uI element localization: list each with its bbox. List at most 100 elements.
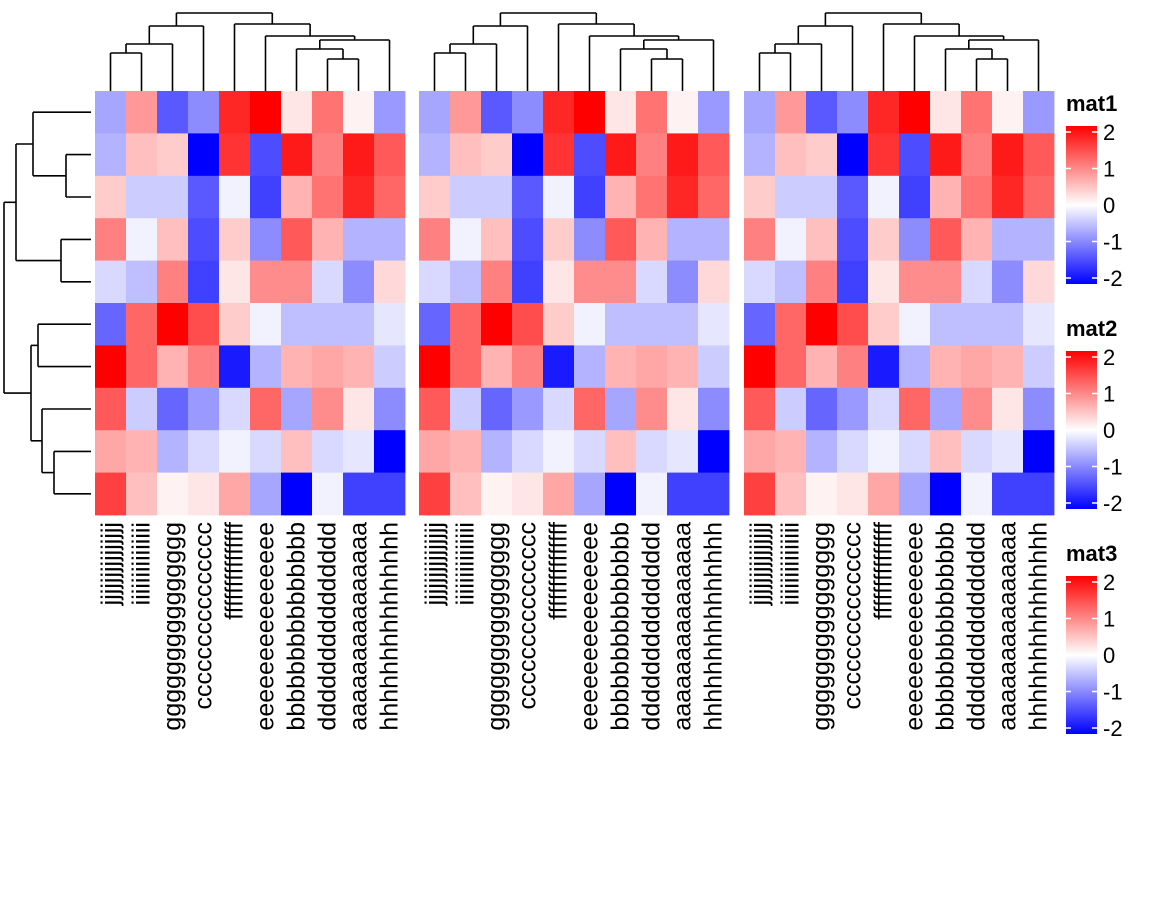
heatmap-cell [698, 345, 730, 389]
column-label: fffffffffffffff [870, 522, 898, 620]
heatmap-cell [543, 387, 575, 431]
heatmap-cell [992, 260, 1024, 304]
heatmap-cell [698, 260, 730, 304]
heatmap-cell [543, 218, 575, 261]
heatmap-cell [312, 218, 344, 261]
heatmap-cell [899, 175, 931, 219]
heatmap-cell [574, 387, 606, 431]
heatmap-cell [930, 133, 962, 177]
heatmap-cell [775, 175, 807, 219]
heatmap-cell [574, 91, 606, 134]
legend-tick-label: -2 [1103, 491, 1123, 516]
column-label: ggggggggggggggg [159, 522, 187, 731]
heatmap-cell [744, 430, 776, 473]
heatmap-cell [868, 430, 900, 473]
heatmap-cell [899, 303, 931, 346]
heatmap-cell [512, 472, 544, 516]
heatmap-cell [450, 303, 482, 346]
heatmap-cell [157, 91, 189, 134]
heatmap-cell [95, 387, 127, 431]
heatmap-cell [775, 345, 807, 389]
heatmap-cell [667, 260, 699, 304]
heatmap-cell [930, 303, 962, 346]
heatmap-cell [1023, 345, 1055, 389]
heatmap-cell [250, 218, 282, 261]
heatmap-cell [188, 133, 220, 177]
heatmap-cell [574, 303, 606, 346]
column-labels-mat1: jjjjjjjjjjjjjjj iiiiiiiiiiiiiii gggggggggg… [97, 522, 404, 731]
column-label: aaaaaaaaaaaaaaa [669, 522, 697, 731]
heatmap-cell [419, 91, 451, 134]
legend-tick-label: 2 [1103, 120, 1115, 145]
column-label: bbbbbbbbbbbbbbb [607, 522, 635, 731]
legend-mat3: mat3 2 1 0 -1 -2 [1066, 541, 1123, 741]
column-label: fffffffffffffff [545, 522, 573, 620]
heatmap-cell [806, 218, 838, 261]
heatmap-cell [775, 218, 807, 261]
column-labels: jjjjjjjjjjjjjjj iiiiiiiiiiiiiii gggggggggg… [97, 522, 1053, 731]
heatmap-cell [512, 303, 544, 346]
heatmap-cell [837, 430, 869, 473]
heatmap-cell [157, 472, 189, 516]
heatmap-cell [374, 303, 406, 346]
column-label: ddddddddddddddd [314, 522, 342, 731]
heatmap-cell [992, 218, 1024, 261]
heatmap-cell [250, 133, 282, 177]
heatmap-cell [806, 260, 838, 304]
legend-title: mat3 [1066, 541, 1117, 566]
heatmap-cell [667, 133, 699, 177]
heatmap-cell [1023, 387, 1055, 431]
heatmap-cell [1023, 430, 1055, 473]
heatmap-cell [188, 430, 220, 473]
heatmap-cell [343, 260, 375, 304]
heatmap-cell [481, 303, 513, 346]
heatmap-cell [374, 218, 406, 261]
heatmap-cell [899, 345, 931, 389]
heatmap-cell [543, 345, 575, 389]
heatmap-cell [343, 91, 375, 134]
heatmap-cell [605, 218, 637, 261]
heatmap-cell [312, 91, 344, 134]
legend-color-bar [1066, 351, 1097, 509]
heatmap-cell [605, 430, 637, 473]
heatmap-cell [450, 175, 482, 219]
heatmap-cell [419, 345, 451, 389]
heatmap-cell [374, 260, 406, 304]
heatmap-cell [157, 260, 189, 304]
heatmap-cell [543, 91, 575, 134]
heatmap-cell [481, 260, 513, 304]
heatmap-cell [281, 133, 313, 177]
heatmap-cell [930, 345, 962, 389]
heatmap-cell [281, 430, 313, 473]
heatmap-cell [667, 218, 699, 261]
heatmap-cell [126, 218, 158, 261]
heatmap-cell [837, 387, 869, 431]
heatmap-cell [961, 387, 993, 431]
legend-tick-label: 1 [1103, 382, 1115, 407]
legend-tick-label: 2 [1103, 345, 1115, 370]
heatmap-cell [837, 175, 869, 219]
heatmap-cell [374, 430, 406, 473]
heatmap-cell [775, 91, 807, 134]
heatmap-cell [250, 430, 282, 473]
heatmap-cell [992, 387, 1024, 431]
heatmap-cell [250, 260, 282, 304]
heatmap-cell [899, 387, 931, 431]
column-label: ggggggggggggggg [483, 522, 511, 731]
heatmap-cell [992, 472, 1024, 516]
heatmap-cell [930, 91, 962, 134]
heatmap-panel-mat1 [95, 91, 406, 516]
column-labels-mat2: jjjjjjjjjjjjjjj iiiiiiiiiiiiiii gggggggggg… [421, 522, 728, 731]
column-labels-mat3: jjjjjjjjjjjjjjj iiiiiiiiiiiiiii gggggggggg… [746, 522, 1053, 731]
heatmap-cell [95, 175, 127, 219]
heatmap-cell [868, 303, 900, 346]
heatmap-cell [126, 387, 158, 431]
heatmap-cell [992, 430, 1024, 473]
heatmap-cell [961, 260, 993, 304]
heatmap-cell [219, 430, 251, 473]
heatmap-cell [419, 303, 451, 346]
legend-tick-label: 1 [1103, 607, 1115, 632]
heatmap-cell [837, 260, 869, 304]
heatmap-cell [374, 387, 406, 431]
heatmap-cell [188, 387, 220, 431]
